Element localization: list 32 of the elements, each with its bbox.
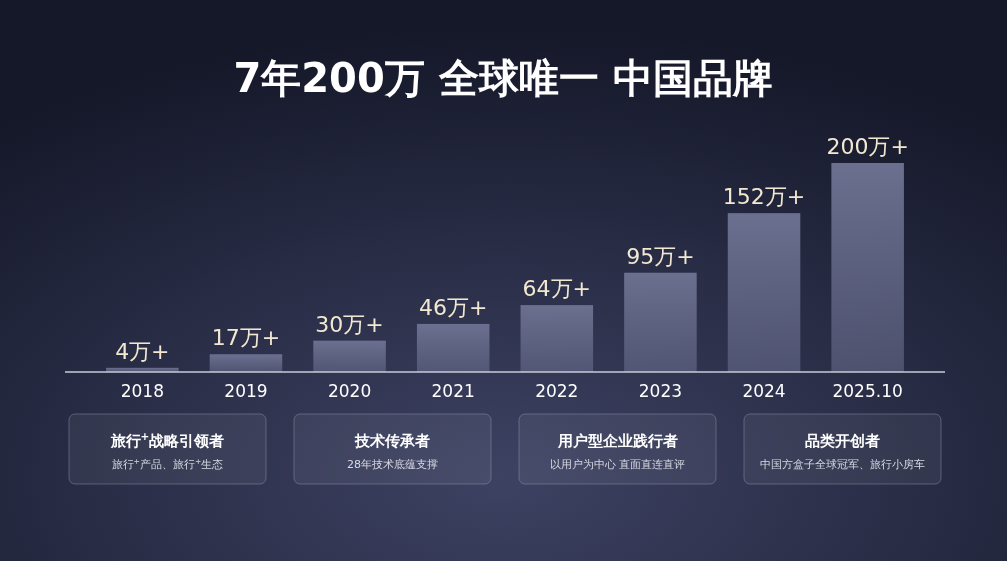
bar	[209, 354, 283, 372]
bar	[313, 340, 386, 372]
text: 中国方盒子全球冠军、旅行小房车	[760, 458, 925, 471]
x-tick-label: 2019	[224, 381, 268, 401]
bar	[831, 163, 904, 372]
x-tick-label: 2023	[638, 381, 683, 401]
text: 28年技术底蕴支撑	[347, 458, 438, 471]
bar	[416, 323, 490, 372]
text: 旅行$^{+}$产品、旅行$^{+}$生态	[111, 456, 224, 471]
x-tick-label: 2024	[742, 381, 786, 401]
text: 以用户为中心 直面直连直评	[549, 458, 686, 471]
data-label: 30万+	[315, 311, 384, 337]
data-label: 64万+	[522, 276, 592, 302]
text: 技术传承者	[354, 432, 430, 450]
text: 旅行$^{+}$战略引领者	[109, 430, 225, 450]
bar	[624, 272, 697, 372]
bar	[520, 305, 594, 372]
x-tick-label: 2020	[327, 381, 372, 401]
data-label: 4万+	[115, 338, 170, 364]
bar	[727, 213, 801, 372]
data-label: 152万+	[722, 184, 806, 210]
chart-title: 7年200万 全球唯一 中国品牌	[233, 55, 773, 101]
data-label: 46万+	[418, 294, 488, 320]
data-label: 17万+	[211, 325, 281, 351]
x-tick-label: 2022	[535, 381, 579, 401]
x-tick-label: 2025.10	[832, 381, 903, 401]
x-tick-label: 2021	[431, 381, 475, 401]
text: 用户型企业践行者	[556, 432, 678, 450]
text: 品类开创者	[805, 432, 880, 450]
data-label: 200万+	[826, 134, 909, 159]
data-label: 95万+	[626, 243, 695, 269]
x-tick-label: 2018	[120, 381, 164, 401]
